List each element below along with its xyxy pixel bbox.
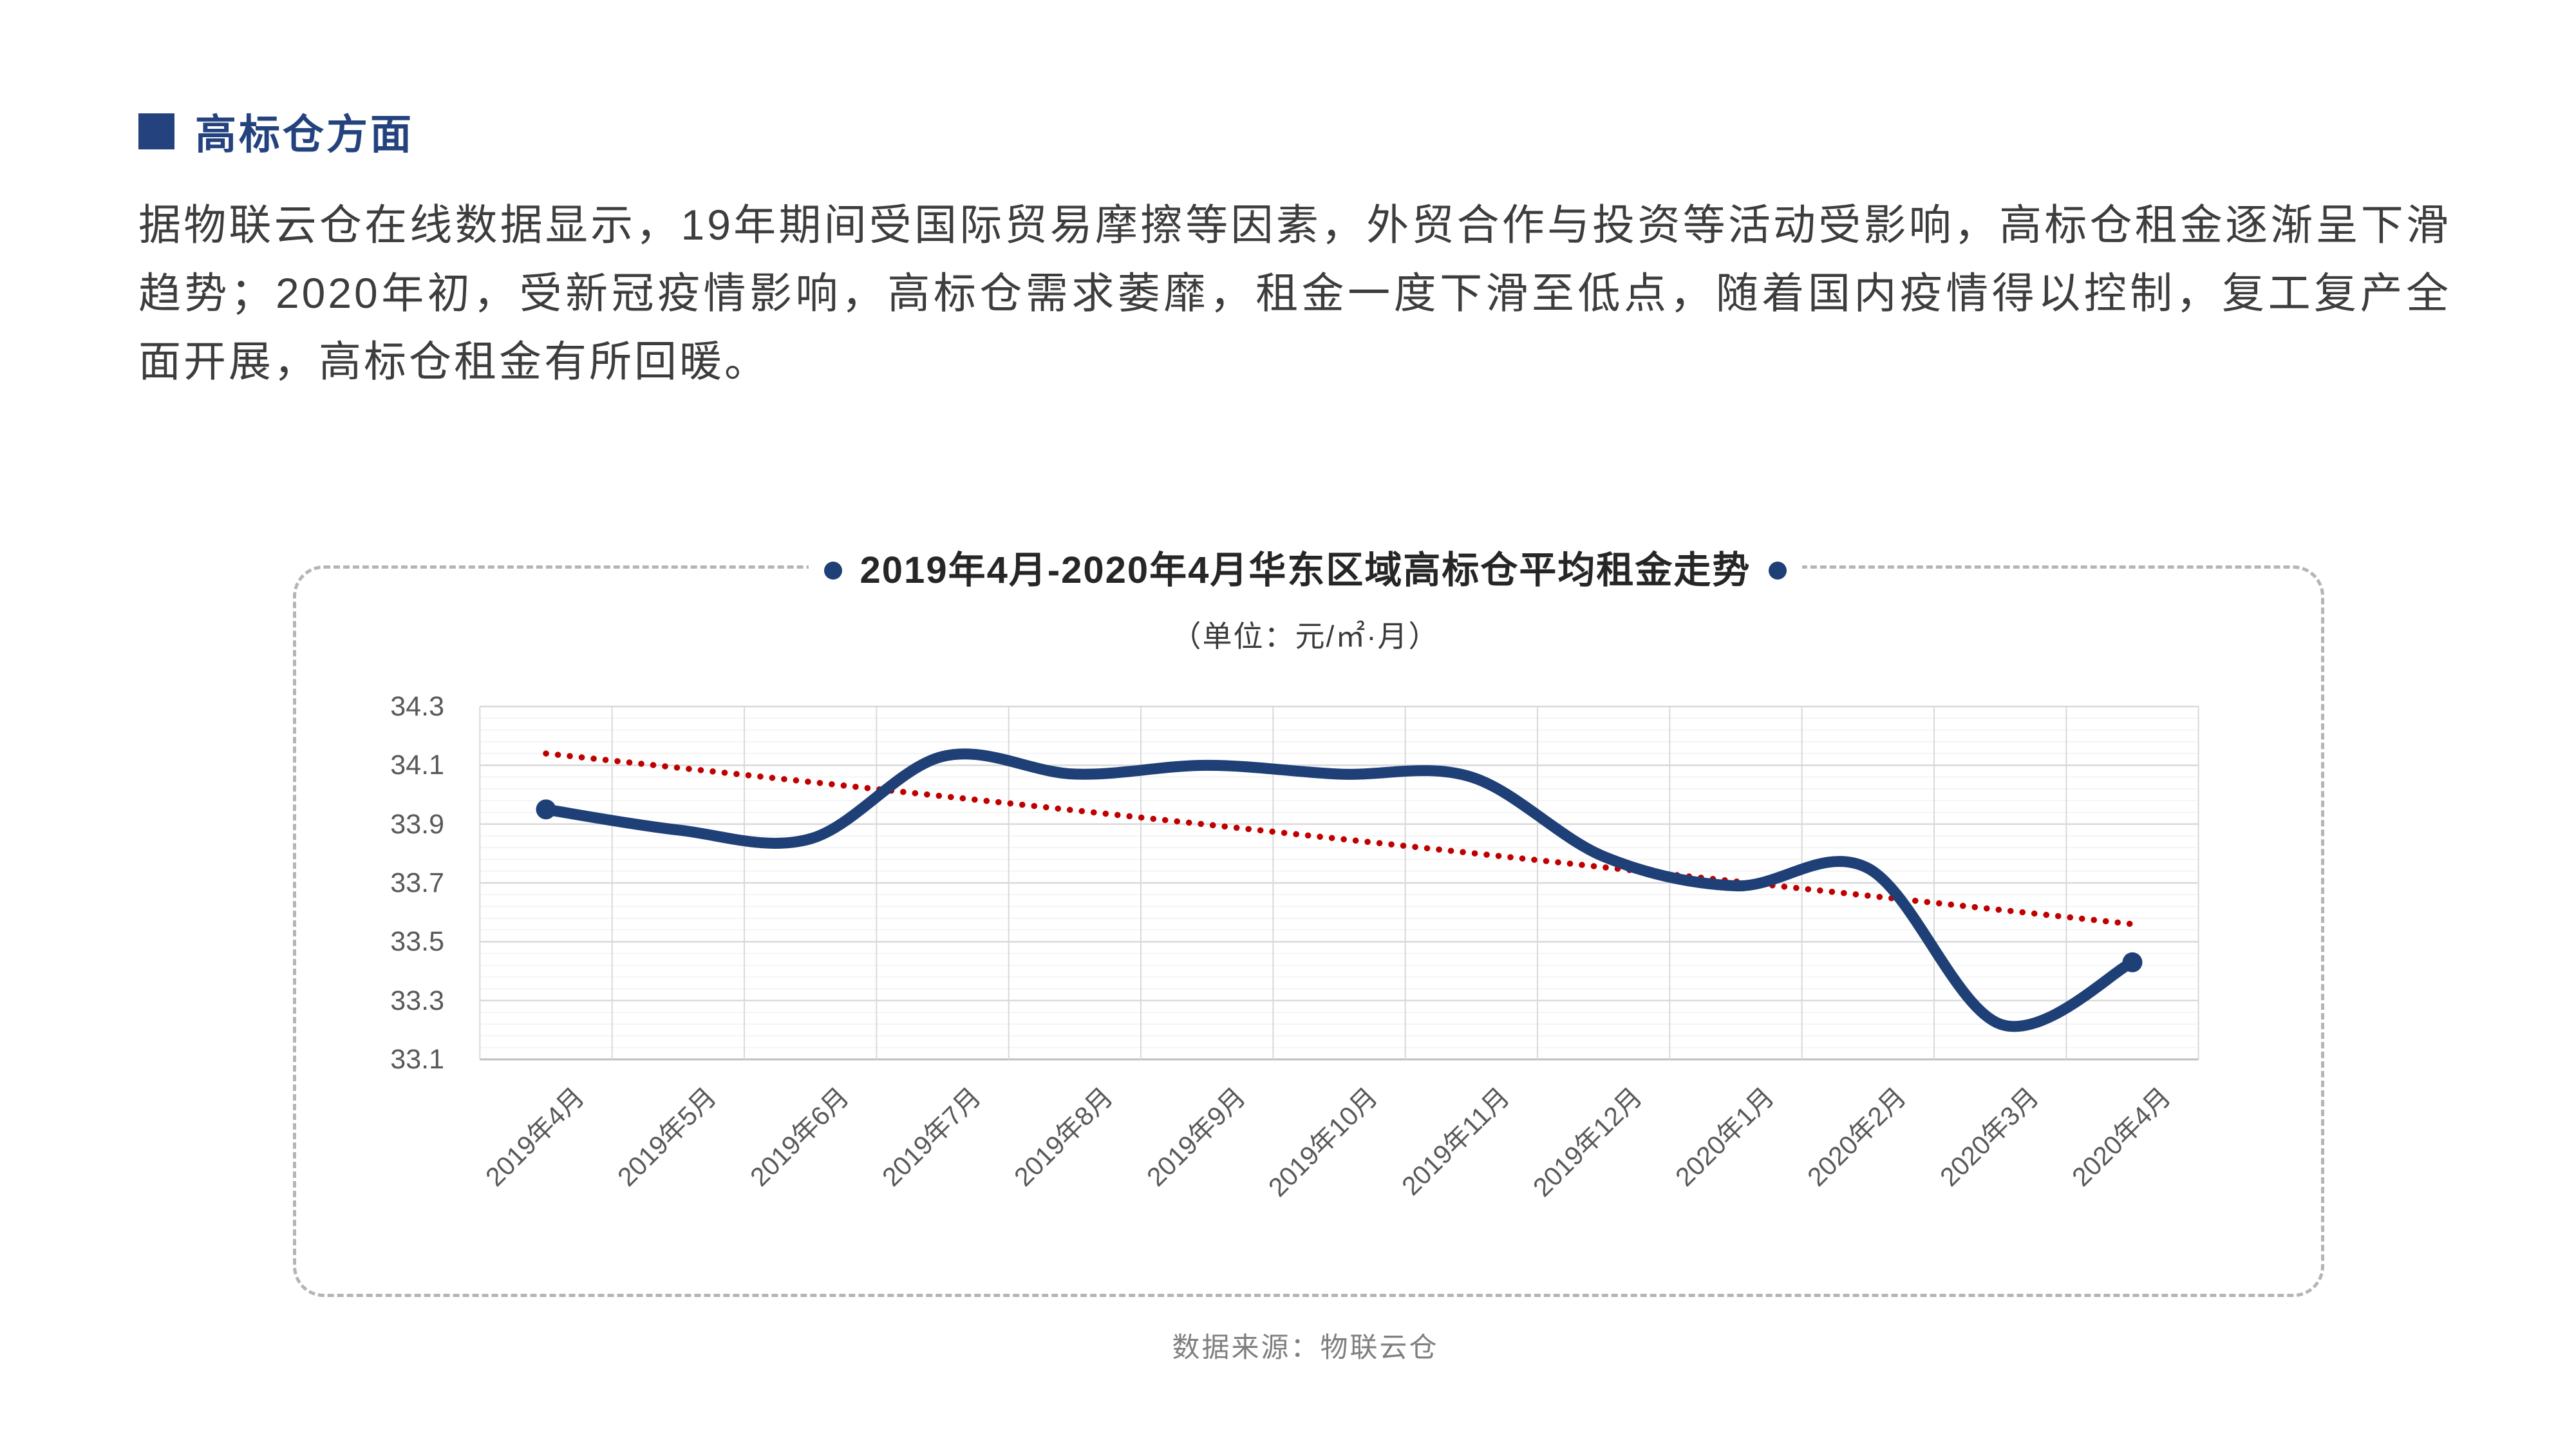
section-bullet-square (138, 113, 174, 149)
chart-title: 2019年4月-2020年4月华东区域高标仓平均租金走势 (860, 549, 1751, 591)
body-paragraph: 据物联云仓在线数据显示，19年期间受国际贸易摩擦等因素，外贸合作与投资等活动受影… (138, 201, 2451, 385)
trendline-dotted (543, 750, 2136, 927)
y-tick-label: 34.1 (390, 750, 444, 781)
y-tick-label: 33.3 (390, 985, 444, 1016)
series-endpoint-marker (2122, 952, 2143, 972)
chart-title-row: 2019年4月-2020年4月华东区域高标仓平均租金走势 (293, 543, 2318, 598)
rent-trend-line-chart (479, 705, 2199, 1061)
title-right-dot-icon (1769, 562, 1787, 580)
rent-series-line (540, 748, 2138, 1032)
chart-unit-subtitle: （单位：元/㎡·月） (1171, 620, 1440, 653)
chart-title-inner: 2019年4月-2020年4月华东区域高标仓平均租金走势 (808, 543, 1803, 598)
section-header: 高标仓方面 (138, 102, 414, 161)
y-tick-label: 34.3 (390, 691, 444, 722)
series-endpoint-marker (536, 799, 556, 820)
data-source-note: 数据来源：物联云仓 (1172, 1332, 1439, 1363)
y-tick-label: 33.5 (390, 926, 444, 958)
title-left-dot-icon (823, 562, 842, 580)
y-tick-label: 33.1 (390, 1044, 444, 1075)
y-tick-label: 33.7 (390, 867, 444, 898)
section-title: 高标仓方面 (195, 111, 414, 158)
y-tick-label: 33.9 (390, 808, 444, 840)
